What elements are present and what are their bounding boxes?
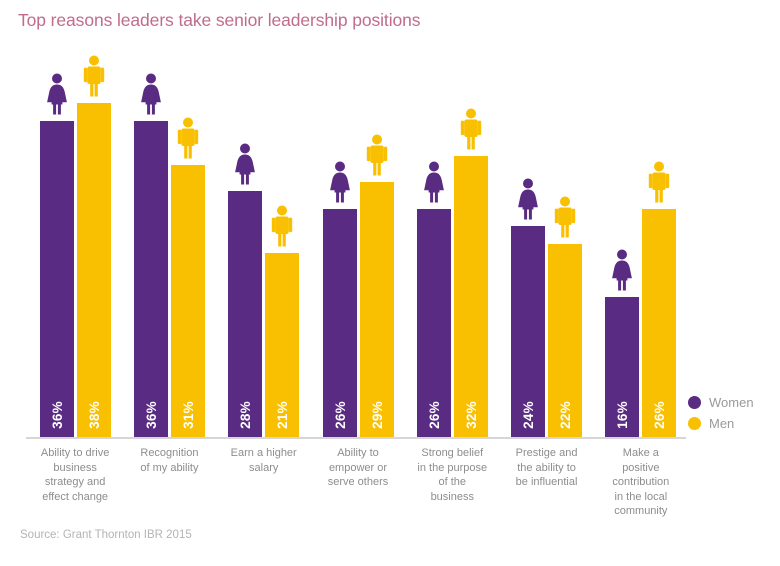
bar-value-label: 36%: [49, 401, 65, 429]
female-figure-icon: [44, 73, 70, 120]
bar-value-label: 26%: [651, 401, 667, 429]
bar-men[interactable]: 21%: [265, 205, 300, 438]
male-figure-icon: [269, 205, 295, 252]
male-figure-icon: [175, 117, 201, 164]
bar-value-label: 22%: [557, 401, 573, 429]
category-label: Make a positive contribution in the local co…: [612, 447, 670, 517]
bar-men[interactable]: 31%: [170, 117, 205, 438]
bar-rect[interactable]: 24%: [511, 226, 546, 438]
bar-value-label: 21%: [274, 401, 290, 429]
male-figure-icon: [552, 196, 578, 243]
category-label: Strong belief in the purpose of the busines…: [417, 447, 488, 503]
female-figure-icon: [515, 178, 541, 225]
bar-women[interactable]: 26%: [322, 161, 357, 438]
category-label: Ability to empower or serve others: [327, 447, 389, 488]
bar-value-label: 36%: [143, 401, 159, 429]
bar-rect[interactable]: 16%: [605, 296, 640, 438]
bar-rect[interactable]: 26%: [416, 208, 451, 438]
category-axis-labels: Ability to drive business strategy and effe…: [28, 446, 688, 526]
bar-rect[interactable]: 26%: [322, 208, 357, 438]
bar-rect[interactable]: 36%: [39, 120, 74, 438]
female-figure-icon: [138, 73, 164, 120]
legend-label: Women: [709, 395, 754, 410]
bar-rect[interactable]: 28%: [228, 191, 263, 438]
bar-rect[interactable]: 21%: [265, 252, 300, 438]
bar-value-label: 26%: [426, 401, 442, 429]
female-figure-icon: [232, 143, 258, 190]
bar-women[interactable]: 16%: [605, 249, 640, 438]
category-label: Recognition of my ability: [140, 447, 199, 474]
bar-group: 36% 38%: [39, 50, 111, 438]
bar-women[interactable]: 36%: [133, 73, 168, 438]
male-figure-icon: [364, 134, 390, 181]
chart-legend: Women Men: [688, 392, 778, 434]
bar-men[interactable]: 26%: [642, 161, 677, 438]
category-label: Earn a higher salary: [230, 447, 297, 474]
bar-value-label: 31%: [180, 401, 196, 429]
source-note: Source: Grant Thornton IBR 2015: [20, 529, 192, 541]
bar-group: 16% 26%: [605, 50, 677, 438]
bar-value-label: 26%: [332, 401, 347, 429]
category-label: Prestige and the ability to be influential: [515, 447, 578, 488]
bar-group: 26% 29%: [322, 50, 394, 438]
bar-value-label: 16%: [614, 401, 630, 429]
bar-women[interactable]: 36%: [39, 73, 74, 438]
bar-rect[interactable]: 38%: [76, 102, 111, 438]
bar-group: 28% 21%: [228, 50, 300, 438]
bar-men[interactable]: 29%: [359, 134, 394, 438]
bar-rect[interactable]: 31%: [170, 164, 205, 438]
bar-group: 24% 22%: [511, 50, 583, 438]
bar-women[interactable]: 28%: [228, 143, 263, 438]
legend-label: Men: [709, 416, 735, 431]
female-figure-icon: [421, 161, 447, 208]
bar-value-label: 38%: [86, 401, 102, 429]
bar-rect[interactable]: 29%: [359, 182, 394, 438]
axis-baseline: [26, 437, 686, 439]
bar-women[interactable]: 26%: [416, 161, 451, 438]
bar-men[interactable]: 38%: [76, 55, 111, 438]
plot-area: 36% 38% 36% 31% 28% 21% 26% 29% 26% 32% 24% 22% 16% 2…: [28, 50, 688, 438]
bar-group: 26% 32%: [416, 50, 488, 438]
bar-men[interactable]: 32%: [453, 108, 488, 438]
bar-rect[interactable]: 22%: [548, 244, 583, 438]
male-figure-icon: [81, 55, 107, 102]
legend-item-men[interactable]: Men: [688, 413, 778, 434]
chart-title: Top reasons leaders take senior leadersh…: [18, 10, 421, 30]
bar-value-label: 29%: [369, 401, 384, 429]
female-figure-icon: [609, 249, 635, 296]
bar-value-label: 24%: [520, 401, 536, 429]
bar-value-label: 32%: [463, 401, 479, 429]
bar-men[interactable]: 22%: [548, 196, 583, 438]
bar-rect[interactable]: 26%: [642, 208, 677, 438]
female-figure-icon: [327, 161, 353, 208]
legend-swatch-icon: [688, 417, 701, 430]
bar-rect[interactable]: 32%: [453, 155, 488, 438]
male-figure-icon: [458, 108, 484, 155]
legend-swatch-icon: [688, 396, 701, 409]
bar-rect[interactable]: 36%: [133, 120, 168, 438]
male-figure-icon: [646, 161, 672, 208]
bar-women[interactable]: 24%: [511, 178, 546, 438]
bar-value-label: 28%: [237, 401, 253, 429]
category-label: Ability to drive business strategy and effe…: [40, 447, 110, 503]
legend-item-women[interactable]: Women: [688, 392, 778, 413]
bar-group: 36% 31%: [133, 50, 205, 438]
